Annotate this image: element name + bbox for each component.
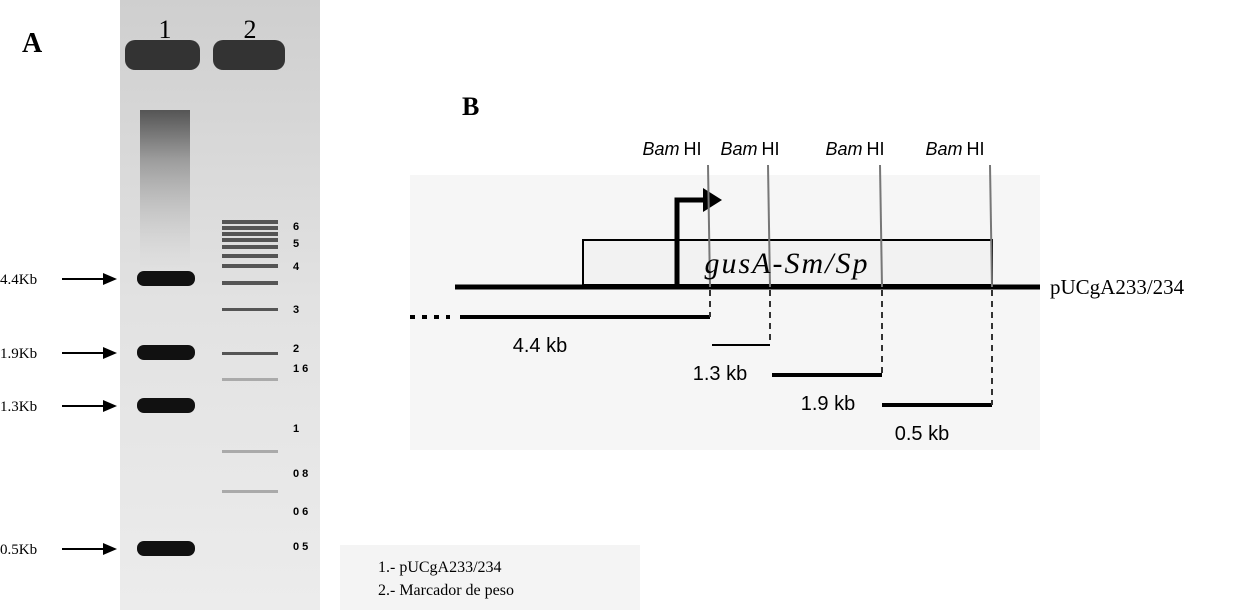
marker-band bbox=[222, 245, 278, 249]
marker-band bbox=[222, 352, 278, 355]
marker-label: 0 8 bbox=[293, 468, 308, 480]
marker-band bbox=[222, 220, 278, 224]
marker-band bbox=[222, 490, 278, 493]
marker-label: 0 6 bbox=[293, 506, 308, 518]
gel bbox=[120, 0, 320, 610]
well bbox=[125, 40, 200, 70]
diagram-bg bbox=[410, 175, 1040, 450]
band-size: 4.4Kb bbox=[0, 272, 37, 288]
enzyme-suffix: HI bbox=[762, 139, 780, 159]
lane-label: 1 bbox=[159, 15, 172, 44]
enzyme: Bam bbox=[720, 139, 757, 159]
fragment-label: 1.3 kb bbox=[693, 363, 747, 385]
band bbox=[137, 541, 195, 556]
page: A 1 2 4.4Kb 1.9Kb 1.3Kb 0.5Kb 6 5 4 3 2 1 6 1 0 8 0 6 0 … bbox=[0, 0, 1253, 610]
enzyme-suffix: HI bbox=[684, 139, 702, 159]
figure: A 1 2 4.4Kb 1.9Kb 1.3Kb 0.5Kb 6 5 4 3 2 1 6 1 0 8 0 6 0 … bbox=[0, 0, 1253, 610]
marker-band bbox=[222, 378, 278, 381]
fragment-label: 4.4 kb bbox=[513, 335, 567, 357]
marker-band bbox=[222, 264, 278, 268]
band-size: 1.9Kb bbox=[0, 346, 37, 362]
marker-label: 3 bbox=[293, 304, 299, 316]
arrow-head bbox=[103, 347, 117, 359]
fragment-label: 0.5 kb bbox=[895, 423, 949, 445]
marker-label: 4 bbox=[293, 261, 300, 273]
band bbox=[137, 271, 195, 286]
marker-label: 5 bbox=[293, 238, 299, 250]
marker-label: 6 bbox=[293, 221, 299, 233]
enzyme: Bam bbox=[925, 139, 962, 159]
marker-label: 1 6 bbox=[293, 363, 308, 375]
legend-bg bbox=[340, 545, 640, 610]
panel-label: A bbox=[22, 28, 43, 59]
fragment-label: 1.9 kb bbox=[801, 393, 855, 415]
legend-text: 2.- Marcador de peso bbox=[378, 582, 514, 599]
marker-band bbox=[222, 254, 278, 258]
band-size: 0.5Kb bbox=[0, 542, 37, 558]
enzyme-suffix: HI bbox=[967, 139, 985, 159]
gene-label: gusA-Sm/Sp bbox=[705, 247, 870, 280]
enzyme-suffix: HI bbox=[867, 139, 885, 159]
marker-band bbox=[222, 226, 278, 230]
marker-label: 1 bbox=[293, 423, 299, 435]
arrow-head bbox=[103, 400, 117, 412]
arrow-head bbox=[103, 543, 117, 555]
marker-label: 2 bbox=[293, 343, 299, 355]
marker-label: 0 5 bbox=[293, 541, 308, 553]
marker-band bbox=[222, 281, 278, 285]
band-size: 1.3Kb bbox=[0, 399, 37, 415]
smear bbox=[140, 110, 190, 270]
band bbox=[137, 345, 195, 360]
panel-label: B bbox=[462, 92, 479, 121]
band bbox=[137, 398, 195, 413]
enzyme: Bam bbox=[825, 139, 862, 159]
plasmid-label: pUCgA233/234 bbox=[1050, 275, 1185, 299]
marker-band bbox=[222, 450, 278, 453]
lane-label: 2 bbox=[244, 15, 257, 44]
legend-text: 1.- pUCgA233/234 bbox=[378, 559, 502, 576]
enzyme: Bam bbox=[642, 139, 679, 159]
marker-band bbox=[222, 232, 278, 236]
arrow-head bbox=[103, 273, 117, 285]
marker-band bbox=[222, 238, 278, 242]
well bbox=[213, 40, 285, 70]
marker-band bbox=[222, 308, 278, 311]
